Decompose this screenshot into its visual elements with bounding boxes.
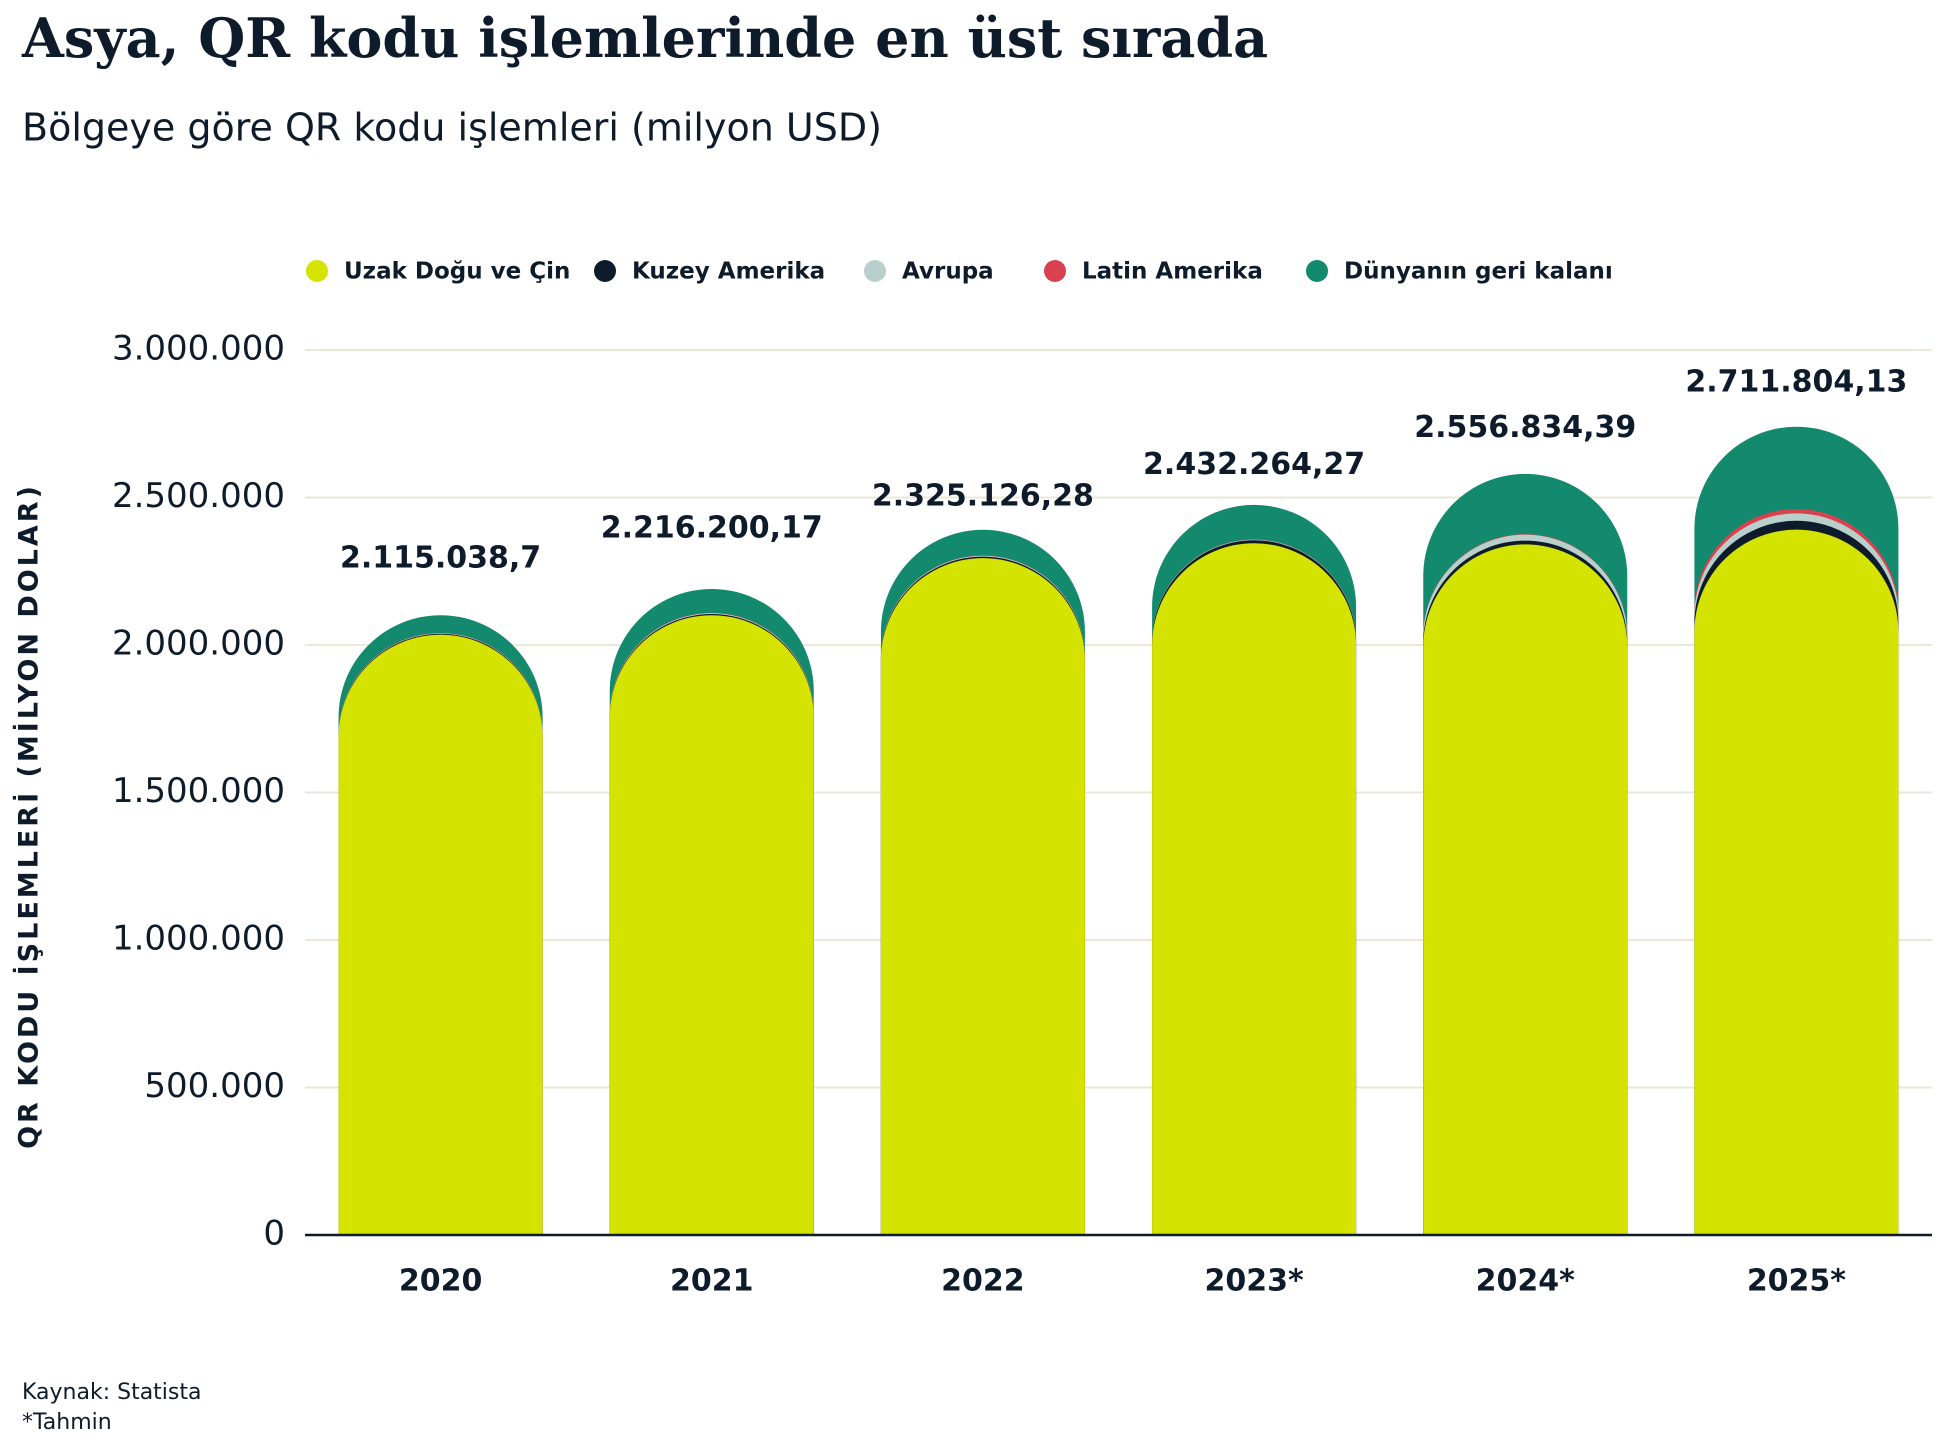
legend-label: Kuzey Amerika — [632, 259, 825, 285]
legend-swatch — [1044, 260, 1066, 282]
legend-swatch — [306, 260, 328, 282]
bar-segment — [880, 558, 1085, 1235]
y-tick-label: 1.000.000 — [112, 919, 285, 959]
legend-label: Latin Amerika — [1082, 259, 1263, 285]
bar-segment — [1152, 543, 1357, 1235]
legend-label: Avrupa — [902, 259, 994, 285]
x-tick-label: 2025* — [1747, 1264, 1846, 1299]
note: *Tahmin — [22, 1410, 112, 1435]
bar-segment — [1694, 529, 1899, 1235]
bar-segment — [1423, 544, 1628, 1235]
y-tick-label: 3.000.000 — [112, 329, 285, 369]
x-tick-label: 2024* — [1476, 1264, 1575, 1299]
x-tick-label: 2022 — [941, 1264, 1025, 1299]
x-tick-label: 2020 — [399, 1264, 483, 1299]
y-tick-label: 2.500.000 — [112, 476, 285, 516]
y-tick-label: 1.500.000 — [112, 771, 285, 811]
total-label: 2.556.834,39 — [1414, 410, 1636, 445]
bar-segment — [338, 634, 543, 1235]
x-tick-label: 2021 — [670, 1264, 754, 1299]
total-label: 2.432.264,27 — [1143, 447, 1365, 482]
legend-label: Uzak Doğu ve Çin — [344, 259, 570, 285]
source: Kaynak: Statista — [22, 1380, 202, 1405]
x-tick-label: 2023* — [1204, 1264, 1303, 1299]
chart-title: Asya, QR kodu işlemlerinde en üst sırada — [21, 6, 1268, 70]
y-tick-label: 500.000 — [144, 1066, 285, 1106]
y-tick-label: 2.000.000 — [112, 624, 285, 664]
legend-swatch — [1306, 260, 1328, 282]
y-tick-label: 0 — [263, 1214, 285, 1254]
total-label: 2.115.038,7 — [340, 541, 541, 576]
total-label: 2.325.126,28 — [872, 479, 1094, 514]
legend-label: Dünyanın geri kalanı — [1344, 259, 1613, 285]
total-label: 2.216.200,17 — [601, 511, 823, 546]
y-axis-title: QR KODU İŞLEMLERİ (MİLYON DOLAR) — [13, 483, 45, 1149]
legend-swatch — [864, 260, 886, 282]
legend-swatch — [594, 260, 616, 282]
chart-subtitle: Bölgeye göre QR kodu işlemleri (milyon U… — [22, 106, 882, 150]
total-label: 2.711.804,13 — [1685, 365, 1907, 400]
bar-segment — [609, 615, 814, 1235]
